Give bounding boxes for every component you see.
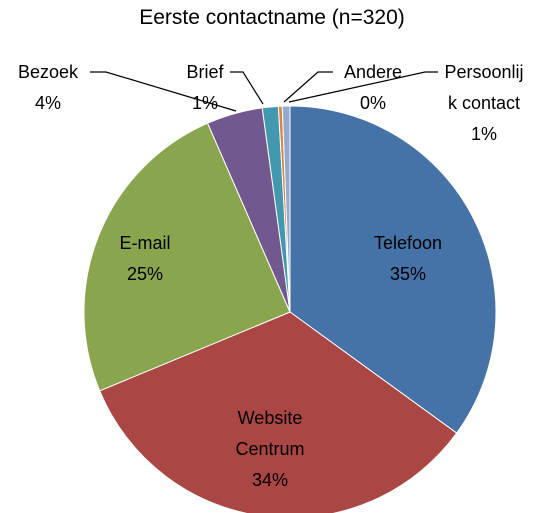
slice-label: E-mail 25% <box>90 228 200 290</box>
pie-slice <box>289 105 497 434</box>
value-label: 1% <box>191 93 218 113</box>
value-label: 34% <box>251 470 289 490</box>
slice-label: Persoonlijk contact 1% <box>438 57 530 150</box>
category-name: Brief <box>186 62 224 82</box>
value-label: 25% <box>126 264 164 284</box>
leader-line <box>288 71 438 103</box>
value-label: 1% <box>470 124 497 144</box>
leader-line <box>230 71 264 105</box>
category-name: Andere <box>343 62 403 82</box>
category-name: E-mail <box>119 233 171 253</box>
value-label: 0% <box>359 93 386 113</box>
category-name: Website Centrum <box>235 408 305 459</box>
category-name: Telefoon <box>373 233 443 253</box>
category-name: Bezoek <box>17 62 79 82</box>
leader-line <box>90 71 237 112</box>
slice-label: Bezoek 4% <box>8 57 88 119</box>
slice-label: Website Centrum 34% <box>190 403 350 496</box>
chart-title: Eerste contactname (n=320) <box>139 6 405 29</box>
value-label: 35% <box>389 264 427 284</box>
pie-slice <box>99 311 458 513</box>
leader-line <box>283 71 333 103</box>
value-label: 4% <box>34 93 61 113</box>
slice-label: Brief 1% <box>165 57 245 119</box>
category-name: Persoonlijk contact <box>444 62 524 113</box>
pie-slice <box>281 105 291 313</box>
slice-label: Telefoon 35% <box>363 228 453 290</box>
leader-lines <box>90 71 438 112</box>
pie-slice <box>83 122 291 392</box>
slice-label: Andere 0% <box>333 57 413 119</box>
